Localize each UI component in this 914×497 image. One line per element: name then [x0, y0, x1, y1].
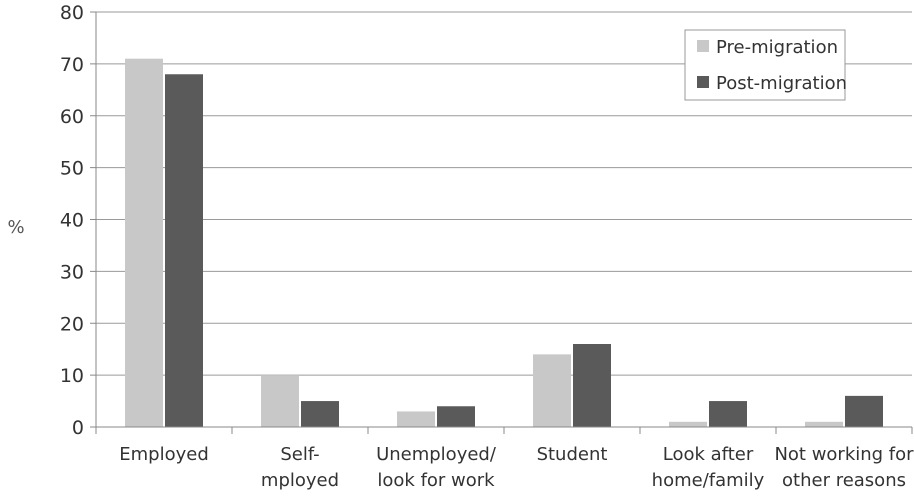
- y-axis-label: %: [7, 217, 24, 238]
- bar-pre-migration: [125, 58, 163, 427]
- bar-post-migration: [573, 344, 611, 427]
- y-tick-label: 0: [72, 417, 84, 439]
- bar-pre-migration: [397, 411, 435, 427]
- bar-pre-migration: [669, 421, 707, 427]
- x-category-labels: Employed Self-mployed Unemployed/look for …: [95, 427, 914, 491]
- legend-label-pre-migration: Pre-migration: [716, 37, 838, 58]
- x-category-label: Look after home/family: [652, 444, 765, 491]
- x-category-label: Self-mployed: [261, 444, 339, 491]
- legend-box: [684, 29, 846, 101]
- y-tick-label: 20: [60, 313, 84, 335]
- legend-swatch-pre-migration: [697, 40, 709, 52]
- x-category-label: Unemployed/look for work: [376, 444, 497, 491]
- x-category-label: Not working for other reasons: [774, 444, 914, 491]
- y-tick-label: 10: [60, 365, 84, 387]
- bar-post-migration: [301, 401, 339, 427]
- bar-post-migration: [165, 74, 203, 427]
- bar-pre-migration: [533, 354, 571, 427]
- y-tick-label: 30: [60, 261, 84, 283]
- bar-pre-migration: [805, 421, 843, 427]
- legend-swatch-post-migration: [697, 76, 709, 88]
- bars: [125, 58, 883, 427]
- y-tick-label: 60: [60, 106, 84, 128]
- bar-post-migration: [709, 401, 747, 427]
- x-category-label: Employed: [119, 444, 209, 465]
- y-tick-label: 40: [60, 210, 84, 232]
- y-tick-label: 50: [60, 158, 84, 180]
- legend: Pre-migration Post-migration: [684, 29, 847, 101]
- legend-label-post-migration: Post-migration: [716, 73, 847, 94]
- bar-post-migration: [845, 395, 883, 427]
- bar-pre-migration: [261, 375, 299, 427]
- y-tick-label: 70: [60, 54, 84, 76]
- bar-post-migration: [437, 406, 475, 427]
- y-tick-labels: 0 10 20 30 40 50 60 70 80: [60, 2, 84, 439]
- x-category-label: Student: [537, 444, 608, 465]
- y-tick-label: 80: [60, 2, 84, 24]
